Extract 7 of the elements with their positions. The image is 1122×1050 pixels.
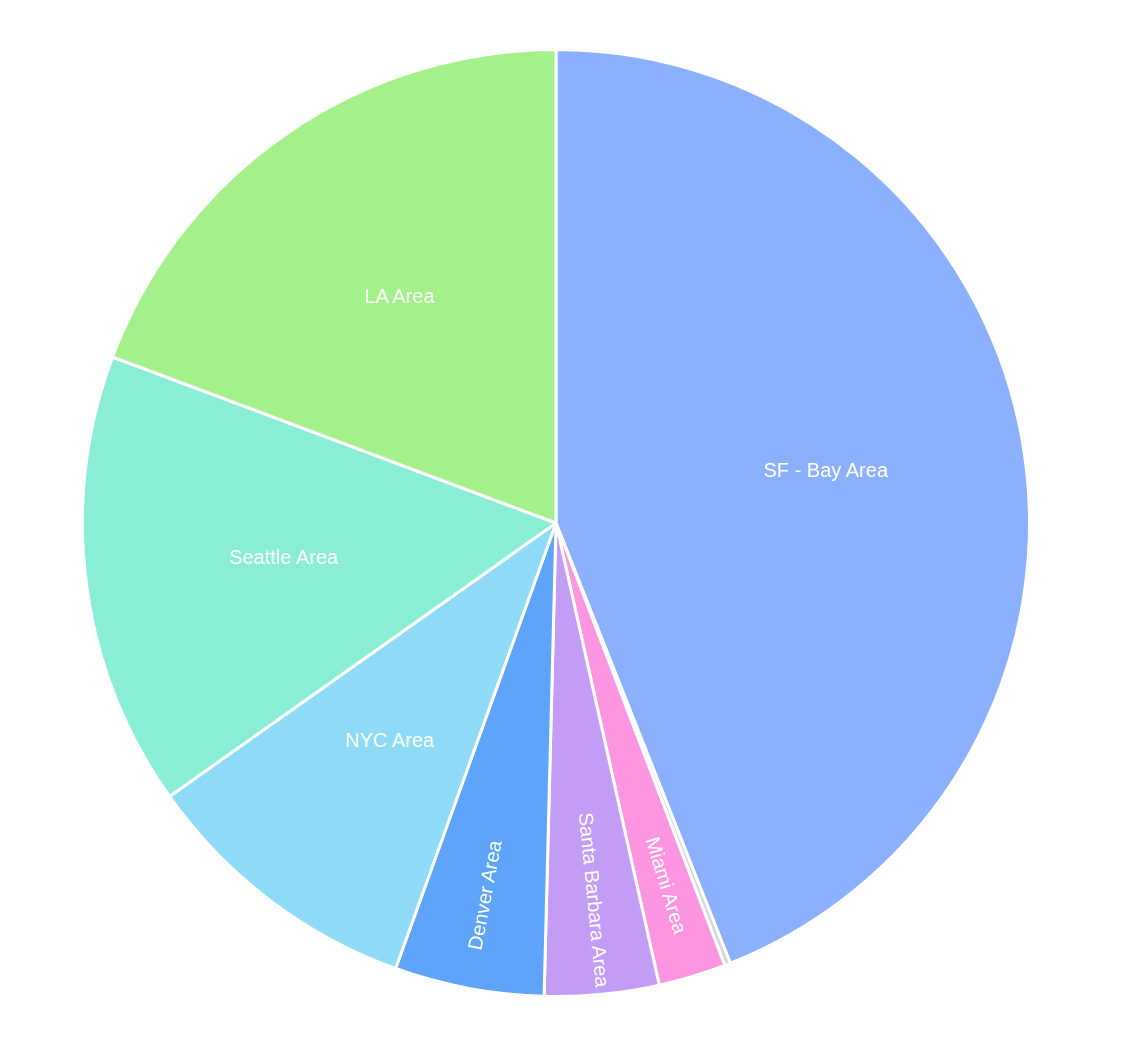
slice-label: SF - Bay Area — [763, 459, 889, 482]
slice-label: Seattle Area — [229, 545, 339, 568]
slice-label: Denver Area — [463, 837, 506, 952]
slice-label: Miami Area — [641, 834, 692, 938]
slice-label: Santa Barbara Area — [574, 811, 614, 990]
slice-label: LA Area — [364, 284, 436, 307]
slice-label: NYC Area — [345, 729, 436, 752]
